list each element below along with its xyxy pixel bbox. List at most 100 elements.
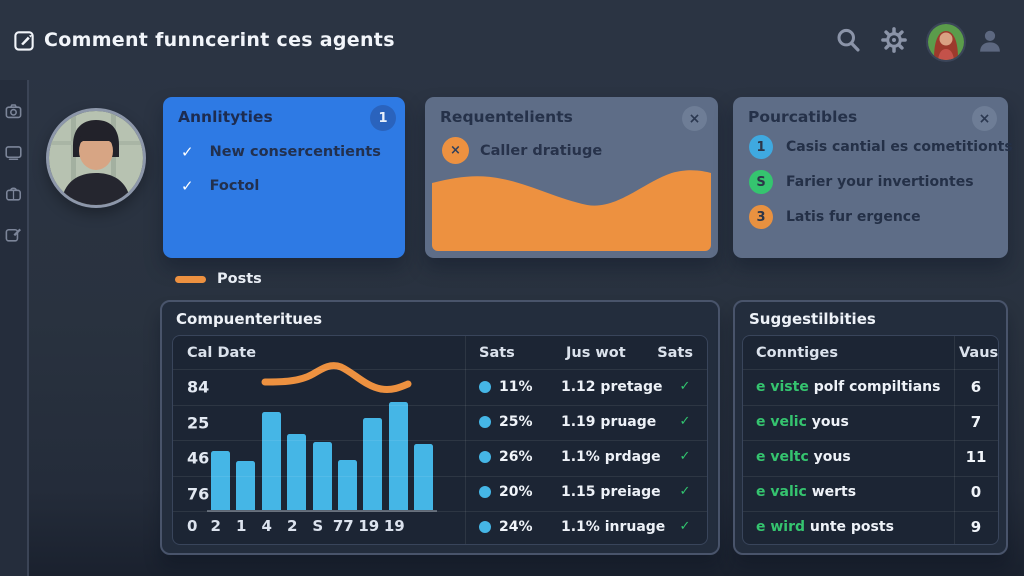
col-header-vaus: Vaus: [959, 344, 999, 361]
table-row[interactable]: e viste polf compiltians 6: [743, 369, 998, 404]
stat-percent: 24%: [499, 518, 533, 535]
card-requests: Requentelients × × Caller dratiuge: [425, 97, 718, 258]
suggestion-cell: e velic yous: [743, 414, 954, 430]
suggestion-cell: e valic werts: [743, 484, 954, 500]
stat-cell: 26%: [479, 449, 561, 465]
suggestion-value: 6: [970, 377, 982, 396]
suggestion-text: unte posts: [809, 518, 894, 535]
suggestion-rows: e viste polf compiltians 6 e velic yous 7 e …: [743, 369, 998, 544]
bar: [388, 402, 408, 510]
card-percentages-title: Pourcatibles: [748, 108, 858, 126]
close-icon[interactable]: ×: [972, 106, 997, 131]
y-axis-label: 84: [187, 377, 210, 397]
area-legend-label: Caller dratiuge: [480, 142, 603, 159]
numbered-item[interactable]: 1 Casis cantial es cometitionts: [749, 135, 1013, 159]
x-marker-icon: ×: [442, 137, 469, 164]
monitor-icon[interactable]: [4, 143, 23, 162]
woman-avatar-image: [928, 24, 964, 60]
suggestions-table: Conntiges Vaus e viste polf compiltians 6…: [742, 335, 999, 545]
close-icon[interactable]: ×: [682, 106, 707, 131]
posts-line-swatch: [175, 275, 206, 283]
check-icon: ✓: [679, 414, 691, 429]
task-item[interactable]: ✓ Foctol: [181, 175, 393, 197]
suggestion-text: polf compiltians: [813, 378, 941, 395]
check-icon: ✓: [679, 379, 691, 394]
x-axis-label: 2: [287, 517, 298, 535]
stat-cell: 25%: [479, 414, 561, 430]
column-divider: [465, 336, 466, 544]
row-divider: [173, 440, 707, 442]
numbered-item-label: Farier your invertiontes: [786, 174, 974, 190]
numbered-item-label: Latis fur ergence: [786, 209, 921, 225]
user-avatar[interactable]: [926, 22, 966, 62]
bar-chart: [211, 369, 433, 510]
numbered-item-label: Casis cantial es cometitionts: [786, 139, 1013, 155]
table-row[interactable]: 26% 1.1% prdage ✓: [466, 439, 707, 474]
count-badge: 1: [370, 105, 396, 131]
stat-label: 1.1% prdage: [561, 448, 661, 465]
x-axis-label: S: [312, 517, 324, 535]
posts-line: [261, 362, 412, 393]
bar: [287, 434, 307, 510]
blue-dot-icon: [479, 485, 491, 498]
col-header-conntiges: Conntiges: [756, 344, 838, 361]
area-chart: [432, 167, 711, 251]
table-row[interactable]: e velic yous 7: [743, 404, 998, 439]
compose-icon[interactable]: [4, 225, 23, 244]
suggestion-value: 7: [970, 412, 982, 431]
suggestion-text: yous: [813, 448, 851, 465]
row-divider: [173, 511, 707, 513]
table-row[interactable]: e valic werts 0: [743, 474, 998, 509]
numbered-item[interactable]: S Farier your invertiontes: [749, 170, 998, 194]
table-row[interactable]: e veltc yous 11: [743, 439, 998, 474]
stat-percent: 11%: [499, 378, 533, 395]
card-percentages: Pourcatibles × 1 Casis cantial es cometit…: [733, 97, 1013, 258]
table-row[interactable]: e wird unte posts 9: [743, 509, 998, 544]
row-divider: [743, 475, 998, 477]
col-header-sats-2: Sats: [657, 344, 693, 361]
blue-dot-icon: [479, 520, 491, 533]
task-item-label: Foctol: [209, 178, 260, 194]
blue-dot-icon: [479, 415, 491, 428]
card-tasks-title: Annlityties: [178, 108, 273, 126]
row-divider: [743, 511, 998, 513]
number-badge: 1: [749, 135, 773, 159]
man-avatar-image: [49, 111, 143, 205]
bag-icon[interactable]: [4, 184, 23, 203]
col-header-juswot: Jus wot: [566, 344, 626, 361]
search-icon[interactable]: [834, 26, 862, 54]
card-tasks: Annlityties 1 ✓ New consercentients ✓ Focto…: [163, 97, 405, 258]
camera-icon[interactable]: [4, 102, 23, 121]
numbered-item[interactable]: 3 Latis fur ergence: [749, 205, 998, 229]
x-labels: 2 1 4 2 S 77 19 19: [203, 517, 407, 535]
table-row[interactable]: 24% 1.1% inruage ✓: [466, 509, 707, 544]
x-label-origin: 0: [187, 517, 198, 535]
row-divider: [173, 369, 707, 370]
profile-photo[interactable]: [46, 108, 146, 208]
person-icon[interactable]: [976, 26, 1004, 54]
task-item[interactable]: ✓ New consercentients: [181, 141, 393, 163]
card-requests-title: Requentelients: [440, 108, 573, 126]
row-divider: [743, 440, 998, 442]
suggestion-tag: e viste: [756, 378, 809, 395]
panel-main-title: Compuenteritues: [176, 310, 323, 328]
col-header-sats-1: Sats: [479, 344, 515, 361]
stat-label: 1.15 preiage: [561, 483, 661, 500]
table-row[interactable]: 25% 1.19 pruage ✓: [466, 404, 707, 439]
check-icon: ✓: [181, 143, 194, 161]
check-icon: ✓: [679, 449, 691, 464]
check-icon: ✓: [679, 519, 691, 534]
edit-note-icon: [14, 31, 34, 51]
panel-suggestions: Suggestilbities Conntiges Vaus e viste p…: [733, 300, 1008, 555]
suggestion-tag: e wird: [756, 518, 806, 535]
column-divider: [954, 336, 955, 544]
stats-rows: 11% 1.12 pretage ✓ 25% 1.19 pruage ✓ 26% 1.1% p…: [466, 369, 707, 544]
row-divider: [173, 404, 707, 406]
row-divider: [173, 475, 707, 477]
y-axis-label: 46: [187, 448, 210, 468]
x-axis-label: 1: [236, 517, 247, 535]
table-row[interactable]: 11% 1.12 pretage ✓: [466, 369, 707, 404]
table-row[interactable]: 20% 1.15 preiage ✓: [466, 474, 707, 509]
gear-icon[interactable]: [880, 26, 908, 54]
